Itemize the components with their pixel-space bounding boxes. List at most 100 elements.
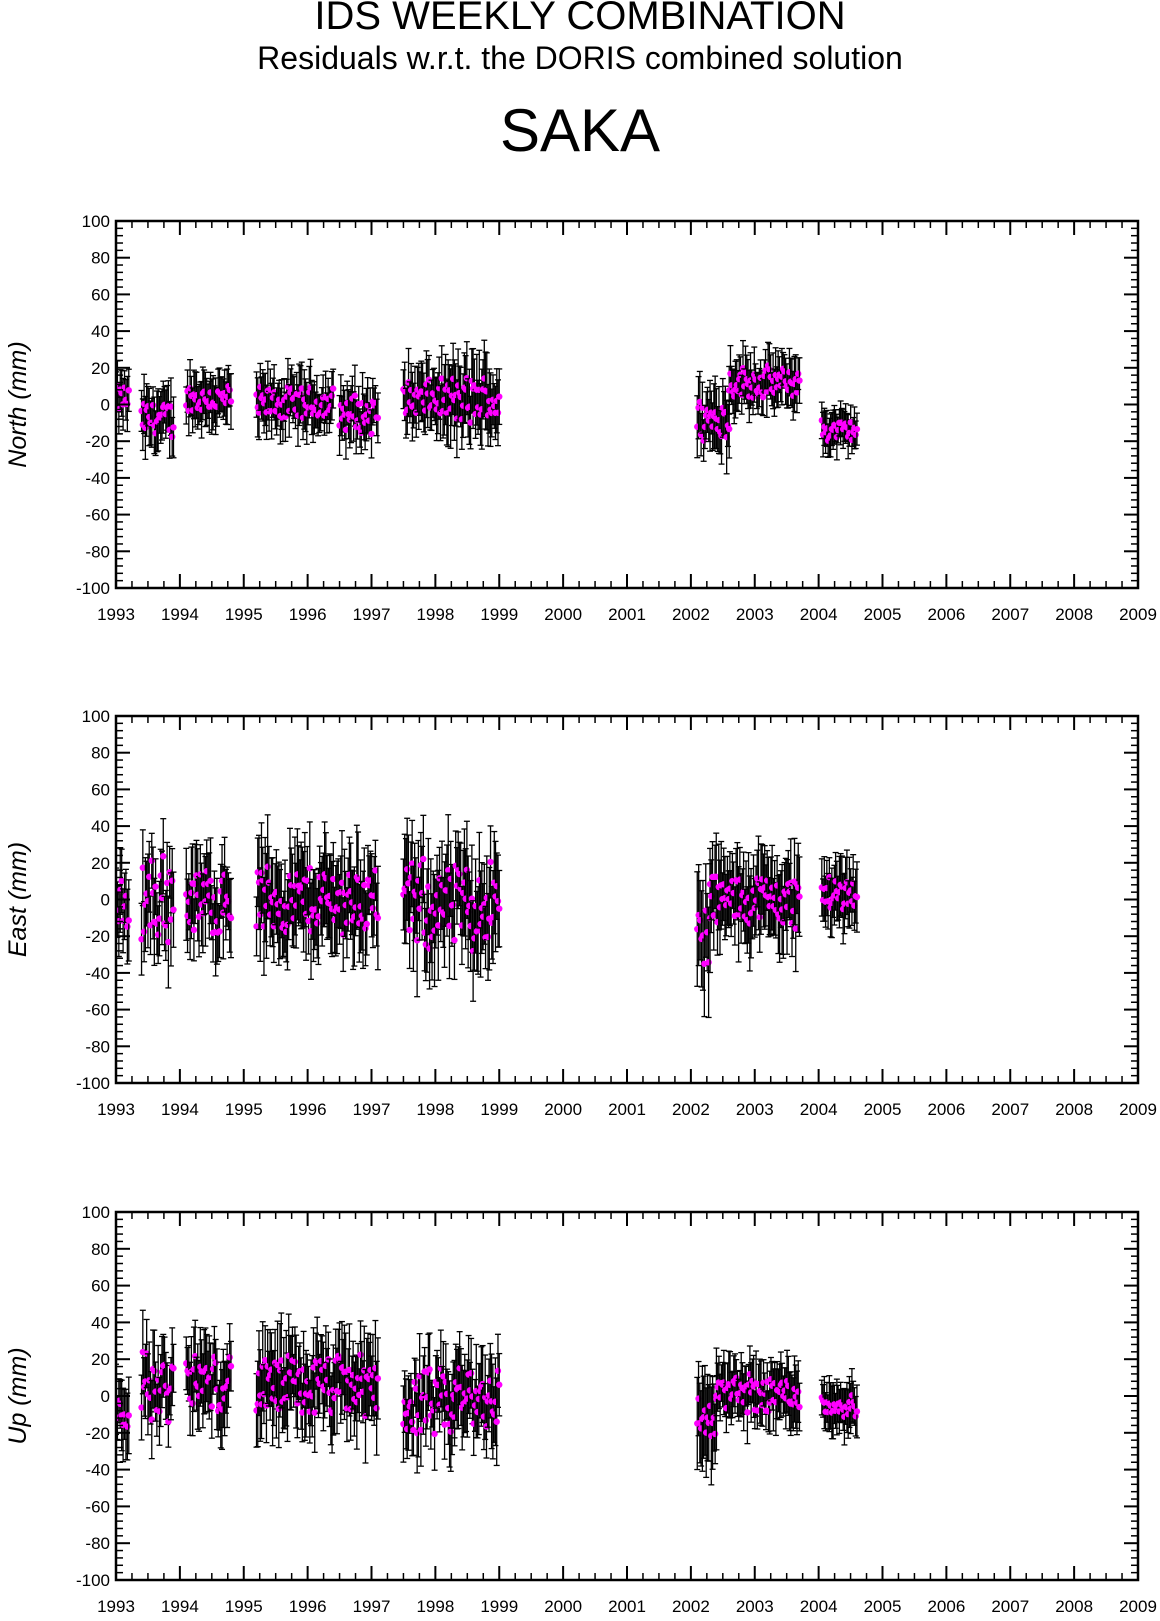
- data-point: [208, 1403, 216, 1410]
- y-tick-label: 60: [91, 780, 110, 799]
- data-point: [342, 426, 350, 433]
- data-point: [847, 419, 854, 426]
- data-point: [496, 1381, 503, 1388]
- data-point: [496, 393, 503, 400]
- data-point: [744, 1409, 751, 1416]
- x-tick-label: 2002: [672, 1597, 710, 1616]
- data-point: [167, 403, 175, 410]
- y-tick-label: 20: [91, 359, 110, 378]
- data-point: [431, 1430, 438, 1438]
- data-point: [735, 911, 742, 918]
- x-tick-label: 1993: [97, 1597, 135, 1616]
- x-tick-label: 1993: [97, 605, 135, 624]
- data-point: [139, 864, 147, 871]
- data-point: [124, 923, 131, 930]
- x-tick-label: 1997: [353, 605, 391, 624]
- data-point: [853, 1408, 861, 1415]
- data-point: [138, 935, 145, 943]
- data-point: [425, 883, 432, 890]
- data-point: [853, 425, 861, 433]
- data-point: [853, 893, 861, 901]
- data-point: [314, 920, 321, 927]
- data-point: [796, 1403, 803, 1411]
- y-tick-label: -100: [76, 579, 110, 598]
- data-point: [361, 881, 368, 889]
- data-point: [163, 879, 171, 887]
- data-point: [374, 1375, 382, 1382]
- x-tick-label: 1997: [353, 1597, 391, 1616]
- x-tick-label: 2005: [864, 605, 902, 624]
- x-tick-label: 2004: [800, 1597, 838, 1616]
- x-tick-label: 1995: [225, 1100, 263, 1119]
- data-point: [368, 430, 375, 438]
- data-point: [125, 387, 132, 394]
- data-point: [188, 889, 195, 897]
- x-tick-label: 2002: [672, 1100, 710, 1119]
- chart-panel-3: 1993 1994 1995 1996 1997 1998 1999 2000 2001 2002…: [4, 1203, 1157, 1616]
- chart-panel-2: 1993 1994 1995 1996 1997 1998 1999 2000 2001 2002…: [4, 707, 1157, 1119]
- x-tick-label: 1993: [97, 1100, 135, 1119]
- x-tick-label: 2006: [927, 605, 965, 624]
- data-point: [227, 398, 235, 405]
- data-point: [795, 1388, 802, 1395]
- data-point: [156, 915, 163, 922]
- x-tick-label: 2005: [864, 1100, 902, 1119]
- x-tick-label: 1998: [416, 1100, 454, 1119]
- y-tick-label: -60: [85, 1001, 110, 1020]
- y-tick-label: -20: [85, 927, 110, 946]
- data-point: [699, 404, 706, 411]
- y-tick-label: 80: [91, 744, 110, 763]
- data-point: [795, 370, 802, 377]
- data-point: [227, 914, 235, 922]
- x-tick-label: 2007: [991, 605, 1029, 624]
- y-tick-label: 0: [101, 891, 110, 910]
- x-tick-label: 2000: [544, 605, 582, 624]
- data-point: [494, 1367, 502, 1375]
- data-point: [167, 916, 175, 923]
- data-point: [329, 385, 337, 392]
- data-point: [493, 1418, 500, 1425]
- data-point: [169, 877, 176, 884]
- chart-panel-1: 1993 1994 1995 1996 1997 1998 1999 2000 2001 2002…: [4, 212, 1157, 624]
- data-point: [261, 1356, 269, 1364]
- data-point: [306, 864, 313, 872]
- data-point: [474, 927, 482, 934]
- data-point: [125, 1412, 132, 1419]
- data-point: [711, 1430, 719, 1438]
- y-tick-label: 100: [82, 1203, 110, 1222]
- data-point: [852, 431, 859, 438]
- data-point: [373, 1405, 380, 1412]
- data-point: [357, 1351, 364, 1358]
- x-tick-label: 2008: [1055, 605, 1093, 624]
- data-point: [763, 388, 771, 395]
- data-point: [420, 855, 427, 863]
- x-tick-label: 2009: [1119, 1597, 1157, 1616]
- data-point: [258, 869, 265, 877]
- data-points: [116, 339, 861, 475]
- data-point: [328, 392, 336, 399]
- data-point: [304, 877, 311, 884]
- data-point: [369, 904, 377, 912]
- y-axis-label: East (mm): [4, 842, 32, 957]
- y-tick-label: 0: [101, 396, 110, 415]
- data-point: [278, 1357, 285, 1364]
- y-tick-label: -20: [85, 432, 110, 451]
- data-point: [330, 875, 337, 883]
- x-tick-label: 2009: [1119, 1100, 1157, 1119]
- data-point: [756, 913, 763, 921]
- x-tick-label: 2003: [736, 605, 774, 624]
- y-tick-label: 20: [91, 854, 110, 873]
- x-tick-label: 2003: [736, 1100, 774, 1119]
- data-point: [140, 928, 148, 935]
- data-point: [226, 386, 233, 394]
- data-point: [264, 863, 271, 870]
- data-point: [451, 936, 458, 944]
- data-point: [189, 1400, 196, 1407]
- data-point: [125, 917, 132, 924]
- data-point: [311, 1409, 318, 1416]
- data-point: [148, 1416, 155, 1423]
- y-tick-label: -40: [85, 964, 110, 983]
- station-name: SAKA: [499, 97, 661, 164]
- y-tick-label: -80: [85, 542, 110, 561]
- data-point: [408, 1418, 416, 1426]
